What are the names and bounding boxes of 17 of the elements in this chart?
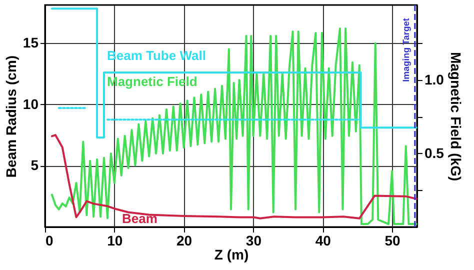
y-tick-label: 10: [22, 96, 39, 112]
y-tick-label: 5: [30, 157, 39, 174]
y2-tick-label: 1.0: [424, 71, 444, 88]
x-tick-label: 0: [46, 232, 54, 248]
y-axis-title: Beam Radius (cm): [2, 55, 19, 178]
x-tick-label: 40: [315, 232, 332, 248]
ref-line-label: Imaging Target: [400, 18, 411, 82]
series-label: Beam: [122, 211, 158, 226]
y-tick-label: 15: [22, 34, 39, 51]
x-axis-title: Z (m): [214, 246, 249, 262]
y2-tick-label: 0.5: [424, 144, 444, 161]
x-tick-label: 10: [107, 232, 123, 248]
y2-axis-title: Magnetic Field (kG): [448, 52, 464, 182]
line-series: [50, 8, 418, 138]
x-tick-label: 50: [384, 232, 401, 248]
x-tick-label: 30: [246, 232, 262, 248]
x-tick-label: 20: [176, 232, 192, 248]
